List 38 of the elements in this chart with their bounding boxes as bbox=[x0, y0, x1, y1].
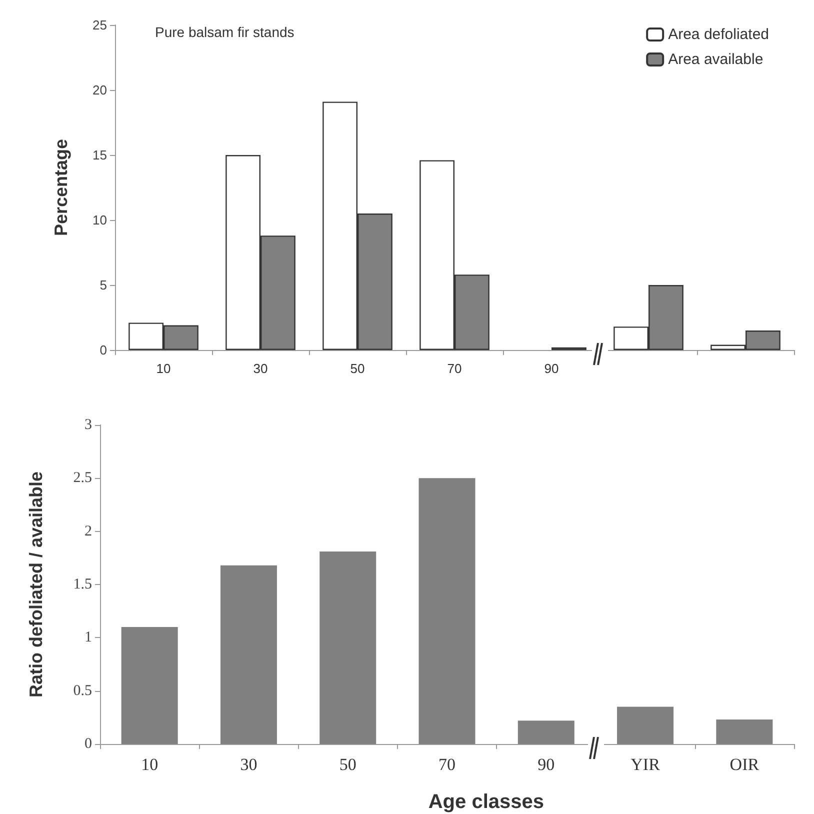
y-tick-label: 2.5 bbox=[73, 470, 92, 486]
x-tick-label: 90 bbox=[544, 361, 559, 376]
y-axis-title: Ratio defoliated / available bbox=[26, 471, 46, 698]
legend-label: Area available bbox=[668, 51, 764, 68]
bar bbox=[220, 565, 277, 744]
y-tick-label: 0 bbox=[100, 342, 107, 358]
legend-label: Area defoliated bbox=[668, 26, 769, 43]
y-axis-title: Percentage bbox=[51, 138, 71, 236]
chart-title: Pure balsam fir stands bbox=[155, 24, 294, 40]
y-tick-label: 3 bbox=[84, 417, 92, 433]
x-tick-label: 50 bbox=[339, 755, 356, 774]
x-tick-label: 90 bbox=[538, 755, 555, 774]
x-tick-label: YIR bbox=[630, 755, 661, 774]
y-tick-label: 15 bbox=[92, 148, 107, 162]
y-tick-label: 0.5 bbox=[73, 682, 92, 699]
bar bbox=[518, 720, 574, 744]
x-axis-title: Age classes bbox=[428, 791, 544, 813]
y-tick-label: 10 bbox=[92, 212, 107, 228]
bar bbox=[617, 706, 674, 744]
x-tick-label: OIR bbox=[730, 755, 760, 774]
x-tick-label: 70 bbox=[447, 361, 462, 376]
y-tick-label: 25 bbox=[92, 18, 107, 32]
y-tick-label: 2 bbox=[84, 523, 92, 540]
y-tick-label: 1.5 bbox=[73, 576, 92, 592]
x-tick-label: 30 bbox=[253, 361, 268, 376]
y-tick-label: 5 bbox=[100, 278, 107, 292]
x-tick-label: 10 bbox=[156, 361, 171, 376]
x-tick-label: 30 bbox=[240, 755, 258, 774]
y-tick-label: 0 bbox=[84, 736, 92, 752]
bar bbox=[716, 720, 773, 744]
bar bbox=[121, 627, 178, 744]
x-tick-label: 50 bbox=[350, 361, 365, 376]
x-tick-label: 70 bbox=[438, 755, 456, 774]
y-tick-label: 1 bbox=[84, 630, 92, 646]
y-tick-label: 20 bbox=[92, 82, 107, 98]
bar bbox=[320, 552, 376, 744]
x-tick-label: 10 bbox=[141, 755, 158, 774]
bar bbox=[418, 478, 476, 744]
